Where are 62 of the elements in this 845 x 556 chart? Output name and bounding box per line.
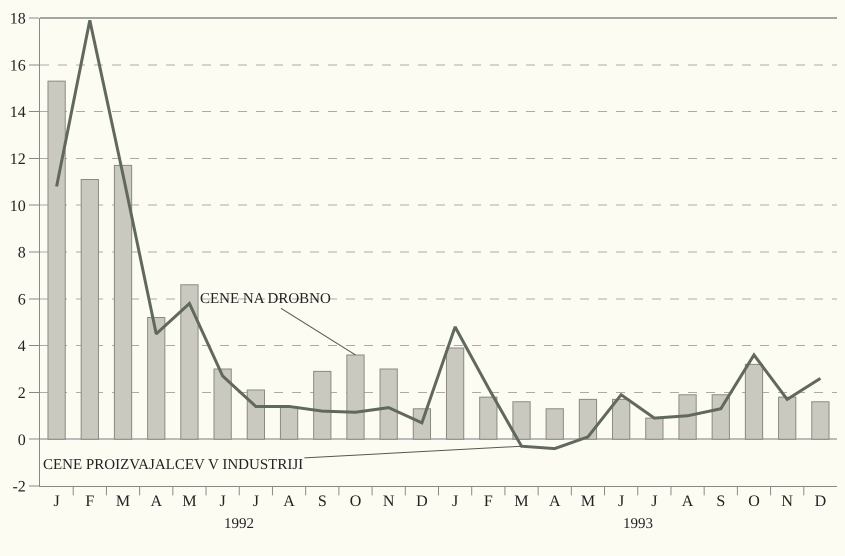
y-tick-label: 8 [18,244,26,262]
y-tick-label: 2 [18,385,26,402]
y-tick-label: 0 [18,432,26,449]
bar [512,401,531,440]
text: CENE PROIZVAJALCEV V INDUSTRIJI [43,457,304,473]
y-tick-label: 16 [10,57,26,74]
x-tick-label: M [116,493,130,510]
bar [47,80,66,440]
text: 1992 [224,516,254,532]
y-tick-label: 10 [10,198,26,215]
bar [778,396,796,440]
bar [114,164,132,440]
bar [80,178,99,440]
bar [380,368,398,440]
x-tick-label: J [452,493,458,510]
bar [479,396,498,440]
bar [180,284,199,440]
x-tick-label: A [682,493,694,510]
bar [246,390,265,440]
line-series [55,18,822,450]
bar [214,368,232,440]
x-tick-label: A [548,493,561,510]
y-tick-label: 14 [10,104,26,122]
bar [645,418,664,440]
bar [346,354,365,440]
bar [744,364,764,440]
x-tick-label: N [382,493,395,510]
text: 1993 [623,516,653,532]
x-tick-label: S [716,493,726,510]
bar [612,398,630,440]
bar [811,401,830,440]
y-tick-label: 18 [10,10,26,28]
y-tick-label: 6 [18,291,26,308]
x-tick-label: M [580,493,596,510]
x-tick-label: A [150,493,162,510]
x-tick-label: O [748,493,760,510]
bar [446,347,464,440]
bar [280,406,298,440]
x-tick-label: J [53,493,60,510]
x-tick-label: F [484,493,493,510]
series-label: CENE NA DROBNO [200,291,332,307]
bar [313,370,332,440]
bar [147,317,166,440]
x-tick-label: J [618,493,624,510]
x-tick-label: J [252,493,259,510]
bar [712,394,730,440]
x-tick-label: D [814,493,826,510]
x-tick-label: S [318,493,327,510]
x-tick-label: F [85,493,94,510]
x-tick-label: A [283,493,296,510]
x-tick-label: M [182,493,197,510]
x-tick-label: J [220,493,226,510]
y-tick-label: 12 [10,151,26,168]
x-tick-label: M [514,493,529,510]
x-tick-label: O [350,493,362,510]
y-tick-label: 4 [18,338,26,356]
y-tick-label: -2 [12,478,26,496]
bar [678,394,697,440]
x-tick-label: N [781,493,794,510]
x-tick-label: D [416,493,428,510]
x-tick-label: J [651,493,658,510]
bar [546,408,564,440]
